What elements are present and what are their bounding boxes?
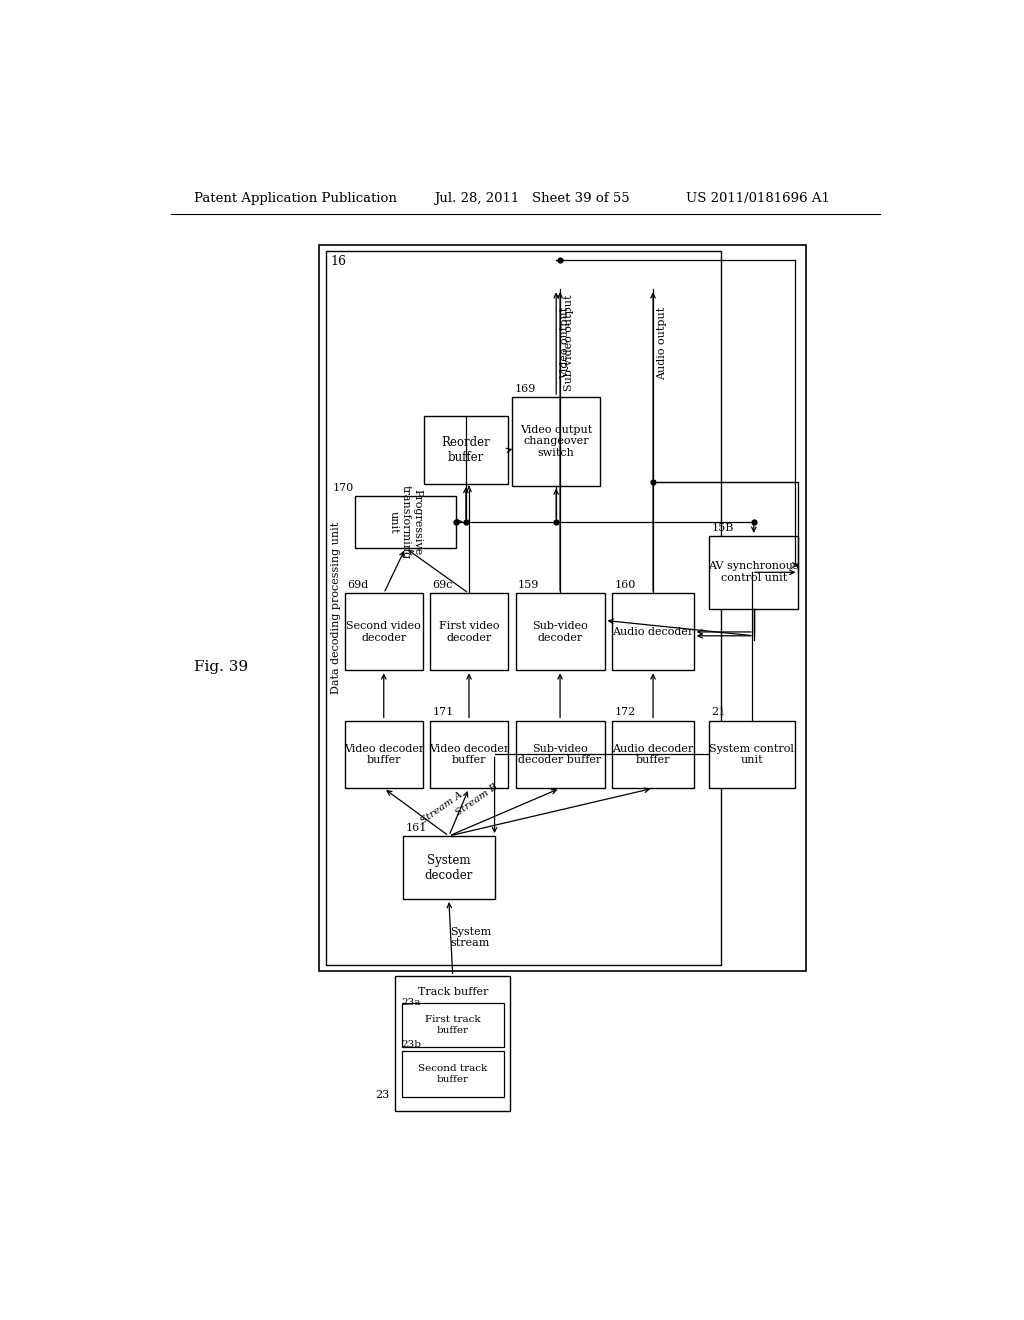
- Text: Reorder
buffer: Reorder buffer: [441, 436, 490, 465]
- Text: Audio output: Audio output: [657, 306, 668, 380]
- Text: Track buffer: Track buffer: [418, 987, 487, 997]
- Text: 160: 160: [614, 581, 636, 590]
- Text: System control
unit: System control unit: [710, 743, 795, 766]
- Text: Jul. 28, 2011   Sheet 39 of 55: Jul. 28, 2011 Sheet 39 of 55: [434, 191, 630, 205]
- Bar: [710, 721, 795, 788]
- Bar: [401, 1003, 504, 1047]
- Text: System
stream: System stream: [450, 927, 492, 949]
- Bar: [424, 416, 508, 484]
- Text: AV synchronous
control unit: AV synchronous control unit: [709, 561, 799, 583]
- Text: 69d: 69d: [347, 581, 369, 590]
- Text: Fig. 39: Fig. 39: [194, 660, 248, 673]
- Bar: [612, 721, 693, 788]
- Text: 21: 21: [712, 708, 726, 718]
- Text: Audio decoder: Audio decoder: [612, 627, 693, 638]
- Text: 159: 159: [518, 581, 540, 590]
- Text: US 2011/0181696 A1: US 2011/0181696 A1: [686, 191, 829, 205]
- Text: Second video
decoder: Second video decoder: [346, 622, 421, 643]
- Text: Stream A: Stream A: [419, 791, 465, 826]
- Text: 16: 16: [331, 256, 346, 268]
- Text: Sub-video
decoder: Sub-video decoder: [532, 622, 588, 643]
- Text: 15B: 15B: [712, 523, 734, 533]
- Bar: [395, 977, 510, 1111]
- Text: 169: 169: [515, 384, 537, 395]
- Text: System
decoder: System decoder: [425, 854, 473, 882]
- Text: 23a: 23a: [401, 998, 421, 1007]
- Text: 23: 23: [375, 1090, 389, 1101]
- Text: First video
decoder: First video decoder: [438, 622, 500, 643]
- Text: Video decoder
buffer: Video decoder buffer: [429, 743, 509, 766]
- Text: 170: 170: [332, 483, 353, 492]
- Bar: [345, 594, 423, 671]
- Bar: [319, 244, 806, 970]
- Text: Video decoder
buffer: Video decoder buffer: [344, 743, 424, 766]
- Text: Data decoding processing unit: Data decoding processing unit: [332, 521, 341, 694]
- Text: Video output: Video output: [560, 308, 570, 379]
- Bar: [515, 594, 604, 671]
- Bar: [355, 496, 456, 548]
- Bar: [710, 536, 799, 609]
- Bar: [515, 721, 604, 788]
- Text: Video output
changeover
switch: Video output changeover switch: [520, 425, 592, 458]
- Text: First track
buffer: First track buffer: [425, 1015, 480, 1035]
- Text: Sub-video
decoder buffer: Sub-video decoder buffer: [518, 743, 602, 766]
- Text: Audio decoder
buffer: Audio decoder buffer: [612, 743, 693, 766]
- Bar: [512, 397, 600, 486]
- Text: Sub-video output: Sub-video output: [564, 294, 574, 392]
- Bar: [430, 594, 508, 671]
- Bar: [401, 1051, 504, 1097]
- Bar: [345, 721, 423, 788]
- Bar: [612, 594, 693, 671]
- Bar: [430, 721, 508, 788]
- Text: 23b: 23b: [401, 1040, 422, 1048]
- Bar: [403, 836, 495, 899]
- Bar: [326, 251, 721, 965]
- Text: Patent Application Publication: Patent Application Publication: [194, 191, 396, 205]
- Text: 171: 171: [432, 708, 454, 718]
- Text: 69c: 69c: [432, 581, 453, 590]
- Text: Progressive
transforming
unit: Progressive transforming unit: [389, 484, 422, 558]
- Text: 161: 161: [406, 822, 427, 833]
- Text: Second track
buffer: Second track buffer: [418, 1064, 487, 1084]
- Text: 172: 172: [614, 708, 636, 718]
- Text: Stream B: Stream B: [454, 783, 500, 818]
